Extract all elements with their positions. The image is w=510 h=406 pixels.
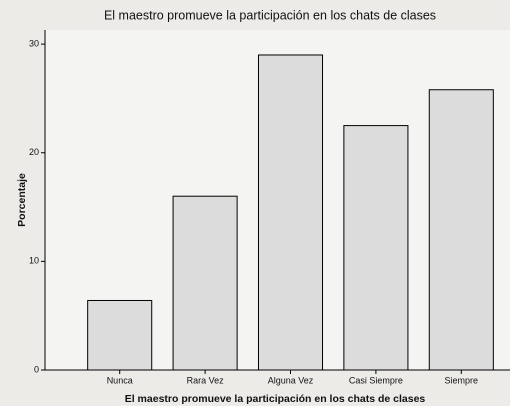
bar — [172, 195, 238, 371]
bar — [257, 54, 324, 371]
x-axis-label: El maestro promueve la participación en … — [125, 393, 426, 405]
y-tick-label: 0 — [34, 364, 39, 374]
x-tick-label: Rara Vez — [187, 375, 225, 385]
chart-title: El maestro promueve la participación en … — [104, 8, 436, 22]
x-tick-label: Nunca — [107, 375, 133, 385]
y-tick-label: 20 — [29, 147, 39, 157]
x-tick-label: Alguna Vez — [268, 375, 314, 385]
x-tick-label: Siempre — [445, 375, 479, 385]
x-tick-label: Casi Siempre — [349, 375, 403, 385]
y-tick-label: 30 — [29, 38, 39, 48]
bar — [87, 299, 153, 371]
bar — [428, 89, 494, 371]
y-axis-label: Porcentaje — [16, 173, 28, 227]
bar — [343, 125, 409, 371]
y-tick-label: 10 — [29, 256, 39, 266]
